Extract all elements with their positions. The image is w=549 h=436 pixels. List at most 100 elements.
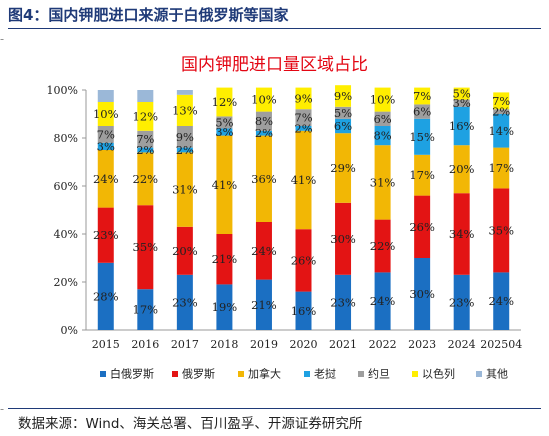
data-label: 26% [291,253,317,267]
x-tick-label: 2021 [329,338,357,351]
bar-segment [453,274,470,330]
source-note: 数据来源：Wind、海关总署、百川盈孚、开源证券研究所 [18,416,363,432]
bars [97,85,510,330]
data-label: 10% [370,93,396,107]
y-tick-label: 0% [61,324,78,337]
x-tick-label: 2019 [250,338,278,351]
x-tick-label: 202504 [480,338,522,351]
page-marker-bottom: - [0,402,5,416]
y-tick-label: 20% [54,276,78,289]
bar-segment [216,87,233,117]
bar-segment [414,154,431,196]
data-label: 21% [251,298,277,312]
data-label: 10% [93,107,119,121]
bar-segment [216,234,233,285]
bar-segment [216,116,233,129]
data-label: 17% [133,303,159,317]
bar-segment [295,109,312,126]
y-tick-label: 80% [54,132,78,145]
data-label: 6% [413,105,431,119]
bar-segment [414,104,431,119]
data-label: 30% [330,232,356,246]
bar-segment [97,90,114,102]
bar-segment [493,188,510,273]
bar-segment [176,152,193,227]
data-label: 2% [294,121,312,135]
x-tick-label: 2022 [369,338,397,351]
data-label: 14% [488,124,514,138]
bar-segment [335,106,352,119]
data-label: 3% [453,96,471,110]
bar-segment [216,135,233,234]
bar-segment [255,222,272,280]
data-label: 22% [133,172,159,186]
data-label: 24% [251,244,277,258]
data-label: 41% [212,178,238,192]
bar-segment [295,87,312,110]
data-label: 20% [172,244,198,258]
data-label: 6% [334,119,352,133]
x-tick-label: 2015 [92,338,120,351]
data-label: 24% [93,172,119,186]
data-label: 31% [172,183,198,197]
bar-segment [374,219,391,273]
data-label: 16% [449,119,475,133]
bar-segment [255,279,272,330]
data-label: 13% [172,103,198,117]
bar-segment [493,272,510,330]
data-label: 5% [215,115,233,129]
data-label: 12% [133,109,159,123]
data-label: 12% [212,95,238,109]
bar-segment [335,118,352,134]
legend-label: 俄罗斯 [182,368,215,381]
data-label: 7% [97,127,115,141]
data-label: 35% [488,223,514,237]
legend-label: 约旦 [368,368,390,381]
legend-swatch [172,371,178,377]
top-rule [8,28,541,29]
legend-label: 老挝 [314,367,336,381]
data-label: 30% [409,287,435,301]
x-tick-label: 2020 [290,338,318,351]
data-label: 23% [330,295,356,309]
figure-title: 图4：国内钾肥进口来源于白俄罗斯等国家 [8,6,289,24]
bar-segment [97,126,114,143]
bar-segment [97,207,114,263]
data-label: 23% [172,295,198,309]
chart-title: 国内钾肥进口量区域占比 [181,55,368,75]
bar-segment [335,133,352,203]
bar-segment [176,126,193,148]
data-label: 2% [136,143,154,157]
data-label: 19% [212,300,238,314]
bar-segment [295,130,312,230]
bar-segment [255,111,272,131]
legend-label: 白俄罗斯 [110,367,154,381]
bar-segment [374,272,391,330]
legend-swatch [238,371,244,377]
x-tick-label: 2016 [131,338,159,351]
data-label: 9% [334,89,352,103]
bar-segment [255,87,272,112]
data-label: 23% [449,295,475,309]
data-label: 3% [215,125,233,139]
data-label: 35% [133,240,159,254]
bar-segment [176,147,193,153]
data-label: 8% [255,114,273,128]
data-label: 22% [370,239,396,253]
data-label: 29% [330,161,356,175]
bar-segment [176,90,193,95]
data-label: 24% [488,294,514,308]
x-tick-label: 2024 [448,338,476,351]
bar-segment [453,99,470,107]
data-label: 16% [291,304,317,318]
bar-segment [414,87,431,105]
data-label: 17% [488,161,514,175]
value-labels: 28%23%24%3%7%10%17%35%22%2%7%12%23%20%31… [93,87,514,318]
bar-segment [216,284,233,330]
bar-segment [414,195,431,258]
bar-segment [414,118,431,155]
data-label: 9% [294,91,312,105]
bar-segment [295,229,312,292]
bar-segment [137,102,154,131]
data-label: 34% [449,227,475,241]
